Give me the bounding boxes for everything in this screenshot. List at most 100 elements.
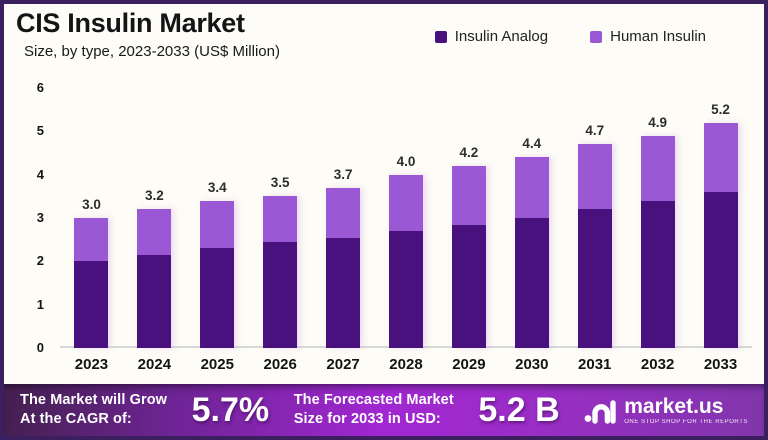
bar-value-label: 4.9 <box>648 114 667 130</box>
bar-column-2025: 3.4 <box>186 88 249 348</box>
bar-segment-human-insulin[interactable] <box>703 122 738 192</box>
bar-value-label: 4.0 <box>396 153 416 169</box>
cagr-label: The Market will Grow At the CAGR of: <box>20 391 167 429</box>
bar-segment-insulin-analog[interactable] <box>451 224 486 348</box>
stacked-bar-2028[interactable] <box>388 174 423 348</box>
bar-value-label: 4.7 <box>585 123 605 139</box>
brand-tagline: ONE STOP SHOP FOR THE REPORTS <box>624 418 748 425</box>
cagr-label-line2: At the CAGR of: <box>20 411 132 427</box>
y-tick-label: 2 <box>36 253 44 269</box>
x-tick-label: 2033 <box>703 356 738 373</box>
bar-column-2027: 3.7 <box>312 88 375 348</box>
bar-column-2031: 4.7 <box>563 88 626 348</box>
bar-value-label: 3.5 <box>270 175 290 191</box>
legend-swatch-human-insulin-icon <box>590 30 603 43</box>
forecast-value: 5.2 B <box>478 390 560 429</box>
page-title: CIS Insulin Market <box>16 8 245 38</box>
x-tick-label: 2026 <box>263 356 297 373</box>
bar-segment-insulin-analog[interactable] <box>137 254 172 348</box>
x-tick-label: 2029 <box>452 356 486 373</box>
bar-segment-insulin-analog[interactable] <box>388 231 423 348</box>
bar-segment-insulin-analog[interactable] <box>514 218 549 348</box>
y-tick-label: 0 <box>36 340 44 355</box>
y-tick-label: 6 <box>36 80 44 95</box>
y-tick-label: 5 <box>36 123 44 139</box>
legend-label: Human Insulin <box>610 28 706 45</box>
stacked-bar-2033[interactable] <box>703 122 738 348</box>
x-tick-label: 2023 <box>74 356 109 373</box>
chart-legend: Insulin Analog Human Insulin <box>434 28 706 45</box>
y-tick-label: 3 <box>36 210 44 225</box>
stacked-bar-2029[interactable] <box>451 166 486 348</box>
footer-banner: The Market will Grow At the CAGR of: 5.7… <box>4 384 764 436</box>
bar-column-2023: 3.0 <box>60 88 123 348</box>
x-tick-label: 2024 <box>137 356 172 373</box>
bar-segment-insulin-analog[interactable] <box>200 248 235 348</box>
brand-text: market.us ONE STOP SHOP FOR THE REPORTS <box>624 396 748 425</box>
bar-column-2029: 4.2 <box>437 88 500 348</box>
forecast-label-line1: The Forecasted Market <box>293 392 454 409</box>
bar-value-label: 4.2 <box>459 145 479 160</box>
bar-column-2028: 4.0 <box>375 88 438 348</box>
bar-segment-insulin-analog[interactable] <box>326 237 361 348</box>
bar-segment-human-insulin[interactable] <box>137 209 172 255</box>
market-us-logo[interactable]: market.us ONE STOP SHOP FOR THE REPORTS <box>584 396 748 425</box>
legend-label: Insulin Analog <box>454 28 549 45</box>
stacked-bar-2023[interactable] <box>74 218 109 348</box>
bar-column-2024: 3.2 <box>123 88 186 348</box>
y-tick-label: 1 <box>36 296 44 312</box>
bar-segment-human-insulin[interactable] <box>263 196 298 242</box>
bar-segment-human-insulin[interactable] <box>326 187 361 238</box>
x-tick-label: 2032 <box>640 356 675 373</box>
forecast-label-line2: Size for 2033 in USD: <box>293 411 441 427</box>
bar-value-label: 4.4 <box>522 136 542 152</box>
bar-segment-human-insulin[interactable] <box>577 144 612 210</box>
bar-value-label: 3.7 <box>333 166 353 182</box>
bar-segment-insulin-analog[interactable] <box>263 241 298 348</box>
stacked-bar-2024[interactable] <box>137 209 172 348</box>
x-tick-label: 2031 <box>578 356 612 373</box>
stacked-bar-2032[interactable] <box>640 135 675 348</box>
y-tick-label: 4 <box>36 166 44 182</box>
x-axis: 2023 2024 2025 2026 2027 2028 2029 2030 2031 2032… <box>60 356 752 373</box>
stacked-bar-2031[interactable] <box>577 144 612 348</box>
bar-chart: 0 1 2 3 4 5 6 3.0 3.2 3.4 3.5 3.7 4.0 4.2 4.4 4.7 4.9 5.… <box>4 80 764 388</box>
market-us-logo-icon <box>584 400 616 424</box>
legend-item-insulin-analog[interactable]: Insulin Analog <box>434 28 549 45</box>
cagr-label-line1: The Market will Grow <box>20 392 168 409</box>
x-tick-label: 2025 <box>200 356 234 373</box>
bar-segment-insulin-analog[interactable] <box>74 261 109 348</box>
bar-segment-human-insulin[interactable] <box>388 174 423 231</box>
brand-name: market.us <box>624 394 724 418</box>
bar-segment-insulin-analog[interactable] <box>577 209 612 348</box>
bar-value-label: 3.2 <box>144 188 164 204</box>
bars: 3.0 3.2 3.4 3.5 3.7 4.0 4.2 4.4 4.7 4.9 5.2 <box>60 88 752 348</box>
stacked-bar-2026[interactable] <box>263 196 298 348</box>
bar-column-2033: 5.2 <box>689 88 752 348</box>
legend-item-human-insulin[interactable]: Human Insulin <box>590 28 706 45</box>
bar-segment-human-insulin[interactable] <box>74 218 109 262</box>
chart-subtitle: Size, by type, 2023-2033 (US$ Million) <box>24 43 280 60</box>
bar-column-2032: 4.9 <box>626 88 689 348</box>
bar-segment-human-insulin[interactable] <box>451 166 486 225</box>
plot-area: 3.0 3.2 3.4 3.5 3.7 4.0 4.2 4.4 4.7 4.9 5.2 <box>60 88 752 348</box>
bar-segment-human-insulin[interactable] <box>200 200 235 249</box>
stacked-bar-2027[interactable] <box>326 187 361 348</box>
forecast-label: The Forecasted Market Size for 2033 in U… <box>294 391 454 429</box>
bar-value-label: 3.4 <box>207 179 227 195</box>
x-tick-label: 2030 <box>515 356 549 373</box>
bar-segment-human-insulin[interactable] <box>514 157 549 218</box>
bar-column-2030: 4.4 <box>500 88 563 348</box>
stacked-bar-2030[interactable] <box>514 157 549 348</box>
y-axis: 0 1 2 3 4 5 6 <box>4 80 48 355</box>
bar-segment-human-insulin[interactable] <box>640 135 675 201</box>
bar-value-label: 5.2 <box>711 101 730 117</box>
bar-segment-insulin-analog[interactable] <box>640 200 675 348</box>
stacked-bar-2025[interactable] <box>200 200 235 348</box>
bar-column-2026: 3.5 <box>249 88 312 348</box>
cagr-value: 5.7% <box>191 390 270 429</box>
x-tick-label: 2028 <box>389 356 423 373</box>
bar-segment-insulin-analog[interactable] <box>703 192 738 348</box>
header: CIS Insulin Market Size, by type, 2023-2… <box>16 8 280 60</box>
